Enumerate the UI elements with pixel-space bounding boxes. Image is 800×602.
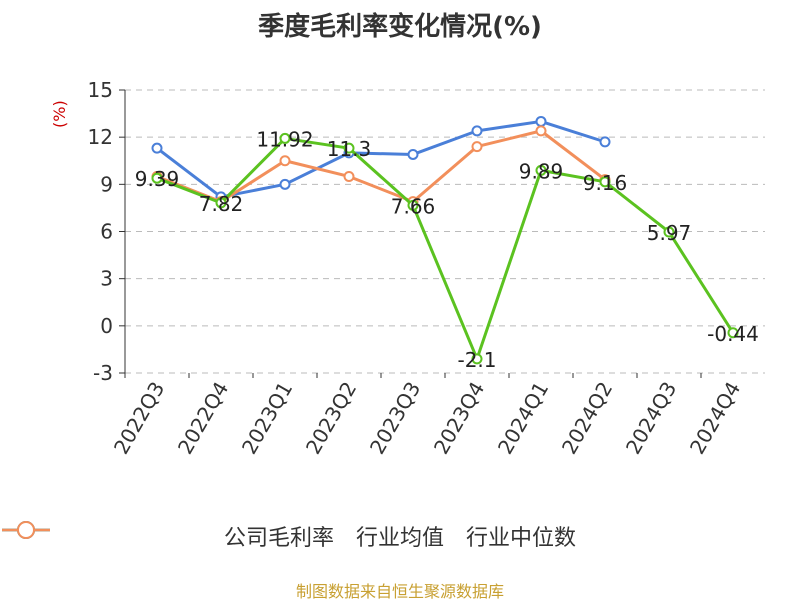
x-tick-label: 2022Q4 xyxy=(173,378,233,459)
series-line-0 xyxy=(156,136,735,361)
x-tick-label: 2024Q2 xyxy=(557,378,617,459)
y-tick-label: 0 xyxy=(100,314,113,338)
legend-label: 行业中位数 xyxy=(466,526,577,551)
data-point xyxy=(599,136,611,148)
legend: 公司毛利率 行业均值 行业中位数 xyxy=(0,520,800,552)
series-line-2 xyxy=(156,129,606,204)
x-tick-label: 2023Q1 xyxy=(237,378,297,459)
data-point xyxy=(599,176,611,188)
x-tick-label: 2023Q2 xyxy=(301,378,361,459)
data-label: 5.97 xyxy=(647,221,692,245)
legend-item[interactable]: 行业中位数 xyxy=(2,520,577,552)
data-point xyxy=(663,226,675,238)
y-tick-label: -3 xyxy=(93,361,113,385)
chart-title: 季度毛利率变化情况(%) xyxy=(258,12,542,42)
y-tick-label: 6 xyxy=(100,220,113,244)
data-label: -2.1 xyxy=(457,348,496,372)
x-tick-label: 2023Q3 xyxy=(365,378,425,459)
data-point xyxy=(535,115,547,127)
x-tick-label: 2022Q3 xyxy=(109,378,169,459)
x-tick-label: 2024Q3 xyxy=(621,378,681,459)
data-point xyxy=(151,142,163,154)
data-point xyxy=(727,327,739,339)
data-label: 7.66 xyxy=(391,194,436,218)
data-point xyxy=(279,132,291,144)
x-tick-label: 2023Q4 xyxy=(429,378,489,459)
data-point xyxy=(535,125,547,137)
data-label: 7.82 xyxy=(199,192,244,216)
data-point xyxy=(407,199,419,211)
legend-item[interactable]: 公司毛利率 xyxy=(2,520,334,552)
data-point xyxy=(215,197,227,209)
data-label: 11.92 xyxy=(256,127,313,151)
data-point xyxy=(343,142,355,154)
data-point xyxy=(471,353,483,365)
data-label: 9.16 xyxy=(583,171,628,195)
data-label: 11.3 xyxy=(327,137,372,161)
legend-line-icon xyxy=(2,521,50,539)
legend-item[interactable]: 行业均值 xyxy=(2,520,444,552)
data-label: 9.89 xyxy=(519,159,564,183)
data-point xyxy=(279,178,291,190)
legend-label: 公司毛利率 xyxy=(223,526,334,551)
legend-label: 行业均值 xyxy=(355,526,444,551)
x-tick-label: 2024Q1 xyxy=(493,378,553,459)
data-label: 9.39 xyxy=(135,167,180,191)
y-tick-label: 3 xyxy=(100,267,113,291)
data-point xyxy=(471,141,483,153)
source-note: 制图数据来自恒生聚源数据库 xyxy=(295,582,504,601)
data-point xyxy=(343,170,355,182)
data-point xyxy=(407,148,419,160)
data-point xyxy=(279,155,291,167)
data-label: -0.44 xyxy=(707,322,759,346)
data-point xyxy=(151,172,163,184)
y-tick-label: 15 xyxy=(88,78,113,102)
y-tick-label: 12 xyxy=(88,125,113,149)
data-point xyxy=(471,125,483,137)
y-tick-label: 9 xyxy=(100,172,113,196)
data-point xyxy=(535,164,547,176)
x-tick-label: 2024Q4 xyxy=(685,378,745,459)
